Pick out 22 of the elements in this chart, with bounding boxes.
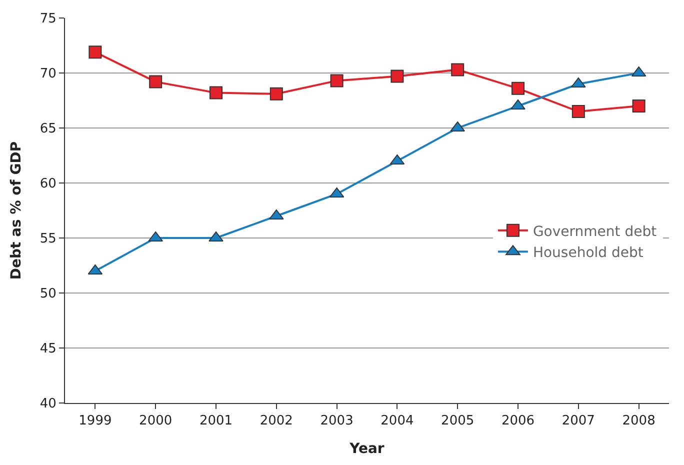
x-tick-label: 2005 bbox=[441, 414, 474, 429]
x-tick-label: 2008 bbox=[622, 414, 656, 429]
x-tick-label: 2000 bbox=[139, 414, 172, 429]
legend-label: Government debt bbox=[532, 224, 658, 240]
x-tick-label: 2007 bbox=[562, 414, 595, 429]
y-tick-label: 60 bbox=[40, 176, 56, 192]
x-tick-label: 1999 bbox=[78, 414, 112, 429]
y-tick-label: 40 bbox=[40, 396, 56, 412]
y-tick-label: 65 bbox=[40, 122, 56, 137]
y-tick-label: 70 bbox=[40, 66, 56, 82]
x-tick-label: 2003 bbox=[320, 414, 354, 429]
x-tick-label: 2004 bbox=[380, 414, 414, 429]
x-tick-label: 2002 bbox=[260, 414, 293, 429]
y-tick-label: 55 bbox=[40, 232, 56, 247]
legend-label: Household debt bbox=[532, 245, 644, 262]
x-axis-title: Year bbox=[348, 440, 384, 457]
y-tick-label: 50 bbox=[40, 286, 56, 302]
y-tick-label: 45 bbox=[40, 342, 56, 357]
y-tick-label: 75 bbox=[40, 12, 56, 27]
x-tick-label: 2001 bbox=[199, 414, 233, 429]
x-tick-label: 2006 bbox=[501, 414, 535, 429]
y-axis-title: Debt as % of GDP bbox=[8, 141, 24, 280]
